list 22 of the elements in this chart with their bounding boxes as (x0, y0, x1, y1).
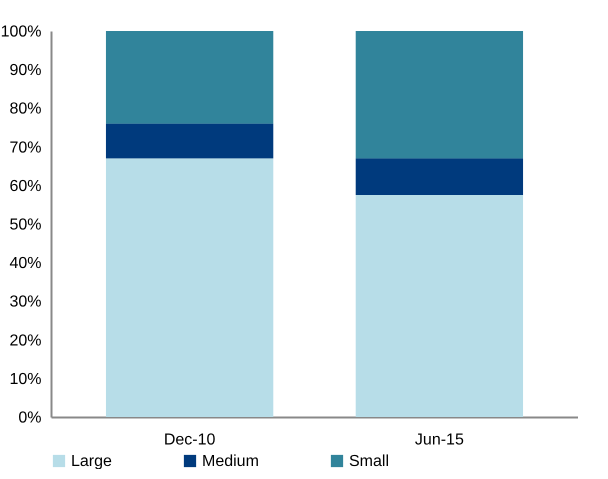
y-tick-label: 0% (18, 410, 42, 426)
y-tick-label: 80% (9, 100, 42, 118)
y-tick-label: 90% (9, 62, 42, 80)
y-tick-label: 100% (0, 24, 42, 40)
x-tick-label: Dec-10 (164, 432, 216, 448)
bar (356, 195, 524, 417)
bar (356, 158, 524, 196)
legend-label: Small (349, 453, 390, 470)
y-tick-label: 50% (9, 216, 42, 234)
legend-label: Medium (202, 453, 259, 470)
y-tick-label: 40% (9, 255, 42, 272)
x-tick-label: Jun-15 (414, 432, 464, 448)
y-tick-label: 60% (9, 178, 42, 195)
bar (356, 31, 524, 158)
legend-label: Large (71, 453, 112, 470)
y-tick-label: 10% (9, 370, 42, 388)
bar (106, 124, 274, 158)
y-tick-label: 30% (9, 294, 42, 311)
bar (106, 31, 274, 124)
y-tick-label: 70% (9, 139, 42, 156)
y-tick-label: 20% (9, 332, 42, 350)
bar (106, 158, 274, 417)
